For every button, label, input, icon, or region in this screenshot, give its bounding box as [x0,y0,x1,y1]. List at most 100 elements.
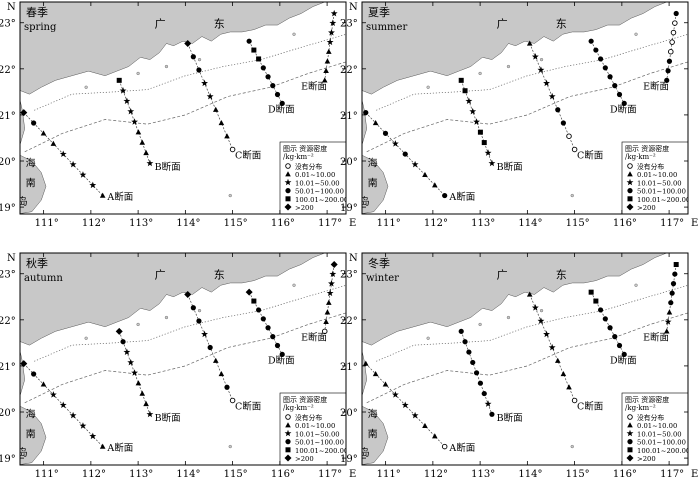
station-marker [201,79,208,87]
section-label: D断面 [610,355,637,367]
north-label: N [7,2,16,13]
map-frame [361,252,689,466]
section-label: C断面 [577,150,603,162]
land-label-nan: 南 [26,176,36,189]
small-island [539,309,544,313]
station-marker [131,118,138,125]
y-tick-label: 19° [340,203,358,214]
section-line [460,80,493,164]
x-tick-label: 113° [471,469,495,480]
east-label: E [691,469,698,480]
legend-label: 0.01~10.00 [637,171,677,179]
station-marker [89,181,97,189]
station-marker [325,299,332,305]
station-marker [531,53,539,60]
y-tick-label: 22° [340,65,358,76]
legend-title: 图示 资源密度 [625,395,669,404]
station-marker [607,74,613,80]
small-island [478,322,482,327]
station-marker [458,328,464,334]
section-label: E断面 [301,81,327,93]
station-marker [326,38,334,46]
season-cn: 春季 [26,6,48,19]
station-marker [206,92,214,100]
legend-marker [627,196,633,202]
station-marker [422,171,428,178]
land-label-guang: 广 [497,268,508,281]
station-marker [143,149,149,156]
small-island [164,64,169,69]
section-label: A断面 [448,442,475,454]
x-tick-label: 115° [224,218,248,229]
station-marker [411,160,419,168]
station-marker [432,182,438,188]
legend-label: 50.01~100.00 [295,439,344,447]
legend-marker [285,422,291,428]
station-marker [59,150,67,157]
y-tick-label: 21° [340,111,358,122]
station-marker [363,110,369,116]
legend-marker [284,203,292,211]
legend-box [621,141,688,214]
station-marker [329,19,337,26]
station-marker [274,342,281,349]
station-marker [69,411,77,419]
legend-marker [285,447,291,453]
x-tick-label: 111° [377,218,401,229]
land-label-nan: 南 [26,427,36,440]
isobath-line [376,284,688,362]
legend-box [279,392,346,465]
legend: 图示 资源密度/kg·km⁻²没有分布0.01~10.0010.01~50.00… [279,141,346,214]
east-label: E [349,218,356,229]
x-tick-label: 112° [424,218,448,229]
small-island [84,85,88,89]
station-marker [663,328,670,334]
land-label-dao: 岛 [360,195,370,208]
station-marker [593,47,599,53]
station-marker [526,291,533,297]
station-marker [323,318,329,325]
station-marker [224,384,230,390]
station-marker [402,151,408,157]
station-marker [279,100,285,106]
legend-marker [285,188,291,194]
station-marker [666,58,673,64]
station-marker [328,29,335,36]
small-island [506,64,511,69]
station-marker [372,370,379,377]
land-label-hai: 海 [26,157,36,170]
small-island [426,336,430,340]
station-marker [139,139,146,145]
land-label-guang: 广 [155,268,166,281]
section-label: A断面 [448,191,475,203]
station-marker [120,339,126,345]
station-marker [135,380,142,386]
station-marker [190,54,196,60]
legend-label: 没有分布 [637,162,664,171]
station-marker [488,159,496,167]
small-island [228,193,232,198]
station-marker [481,390,487,397]
station-marker [566,133,572,139]
legend-unit: /kg·km⁻² [283,404,314,412]
station-marker [328,280,335,287]
station-marker [325,48,332,54]
station-marker [274,91,281,98]
isobath-line [366,61,688,153]
y-tick-label: 22° [0,316,16,327]
station-marker [59,401,67,408]
station-marker [265,325,271,331]
isobath-line [34,33,346,111]
season-box [363,3,411,35]
station-marker [571,146,578,153]
y-tick-label: 19° [340,454,358,465]
station-marker [664,77,670,83]
legend: 图示 资源密度/kg·km⁻²没有分布0.01~10.0010.01~50.00… [279,392,346,465]
station-marker [477,380,484,386]
station-marker [229,146,236,153]
station-marker [330,261,338,269]
station-marker [246,38,252,44]
